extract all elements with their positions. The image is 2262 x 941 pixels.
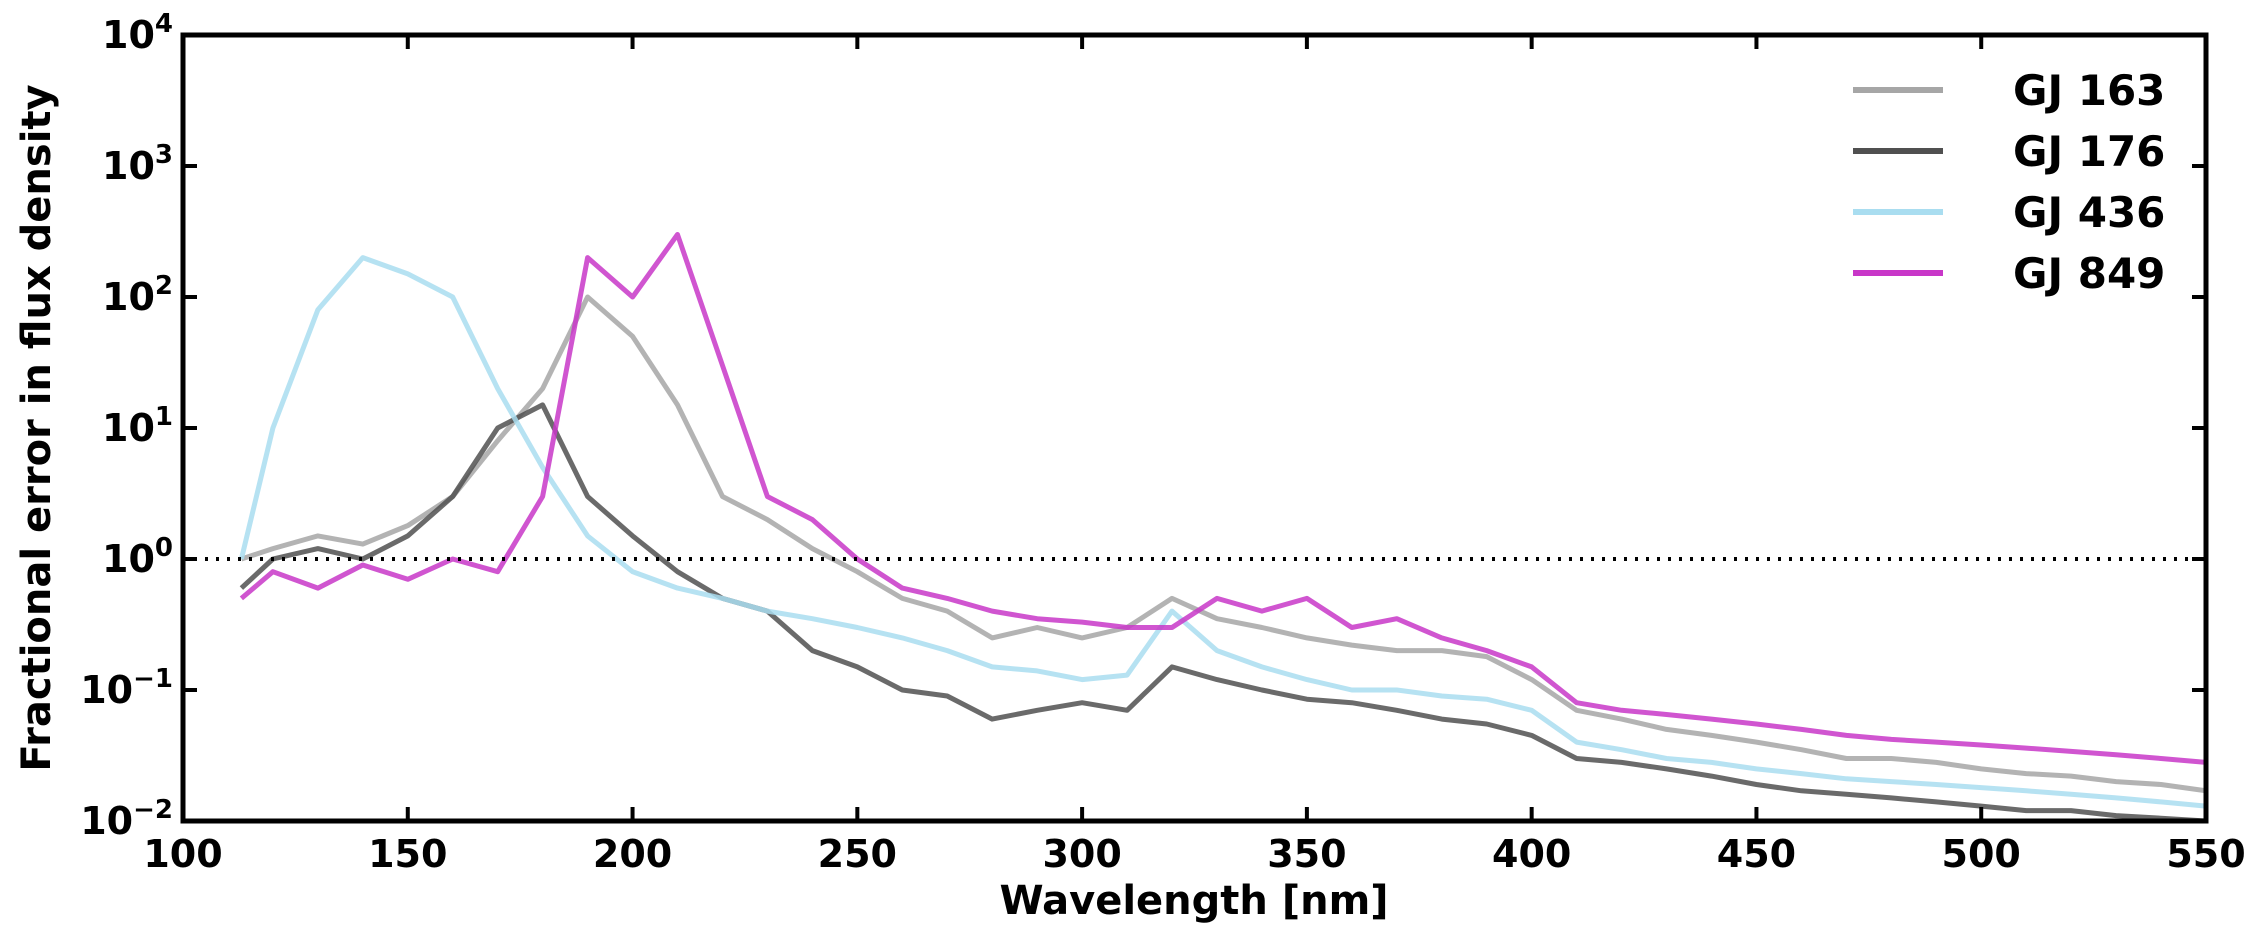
series-line-1	[240, 294, 2206, 794]
x-tick-label: 450	[1717, 832, 1796, 876]
y-tick-label: 104	[102, 9, 173, 57]
series-line-4	[239, 232, 2206, 765]
legend-label-1: GJ 163	[2013, 66, 2165, 115]
x-tick-label: 350	[1267, 832, 1346, 876]
series-line-3	[238, 255, 2206, 809]
series-line-2	[239, 402, 2206, 821]
y-tick-label: 102	[102, 271, 173, 319]
tick-layer: 100 150 200 250 300 350 400 450 500 550 10−2 10−1 10…	[80, 9, 2245, 876]
plot-frame	[180, 32, 2209, 824]
legend-label-3: GJ 436	[2013, 188, 2165, 237]
legend-label-4: GJ 849	[2013, 249, 2165, 298]
x-axis-label: Wavelength [nm]	[999, 878, 1388, 924]
legend: GJ 163 GJ 176 GJ 436 GJ 849	[1853, 66, 2165, 298]
x-tick-label: 500	[1942, 832, 2021, 876]
y-tick-label: 10−1	[80, 664, 173, 712]
y-tick-label: 100	[102, 533, 173, 581]
x-tick-label: 100	[143, 832, 222, 876]
x-tick-label: 150	[368, 832, 447, 876]
x-tick-label: 550	[2166, 832, 2245, 876]
x-tick-label: 300	[1042, 832, 1121, 876]
legend-label-2: GJ 176	[2013, 127, 2165, 176]
x-tick-label: 250	[818, 832, 897, 876]
series-layer	[238, 232, 2206, 821]
y-tick-label: 10−2	[80, 795, 173, 843]
x-tick-label: 400	[1492, 832, 1571, 876]
x-tick-label: 200	[593, 832, 672, 876]
y-tick-label: 101	[102, 402, 173, 450]
y-axis-label: Fractional error in flux density	[14, 84, 60, 771]
y-tick-label: 103	[102, 140, 173, 188]
